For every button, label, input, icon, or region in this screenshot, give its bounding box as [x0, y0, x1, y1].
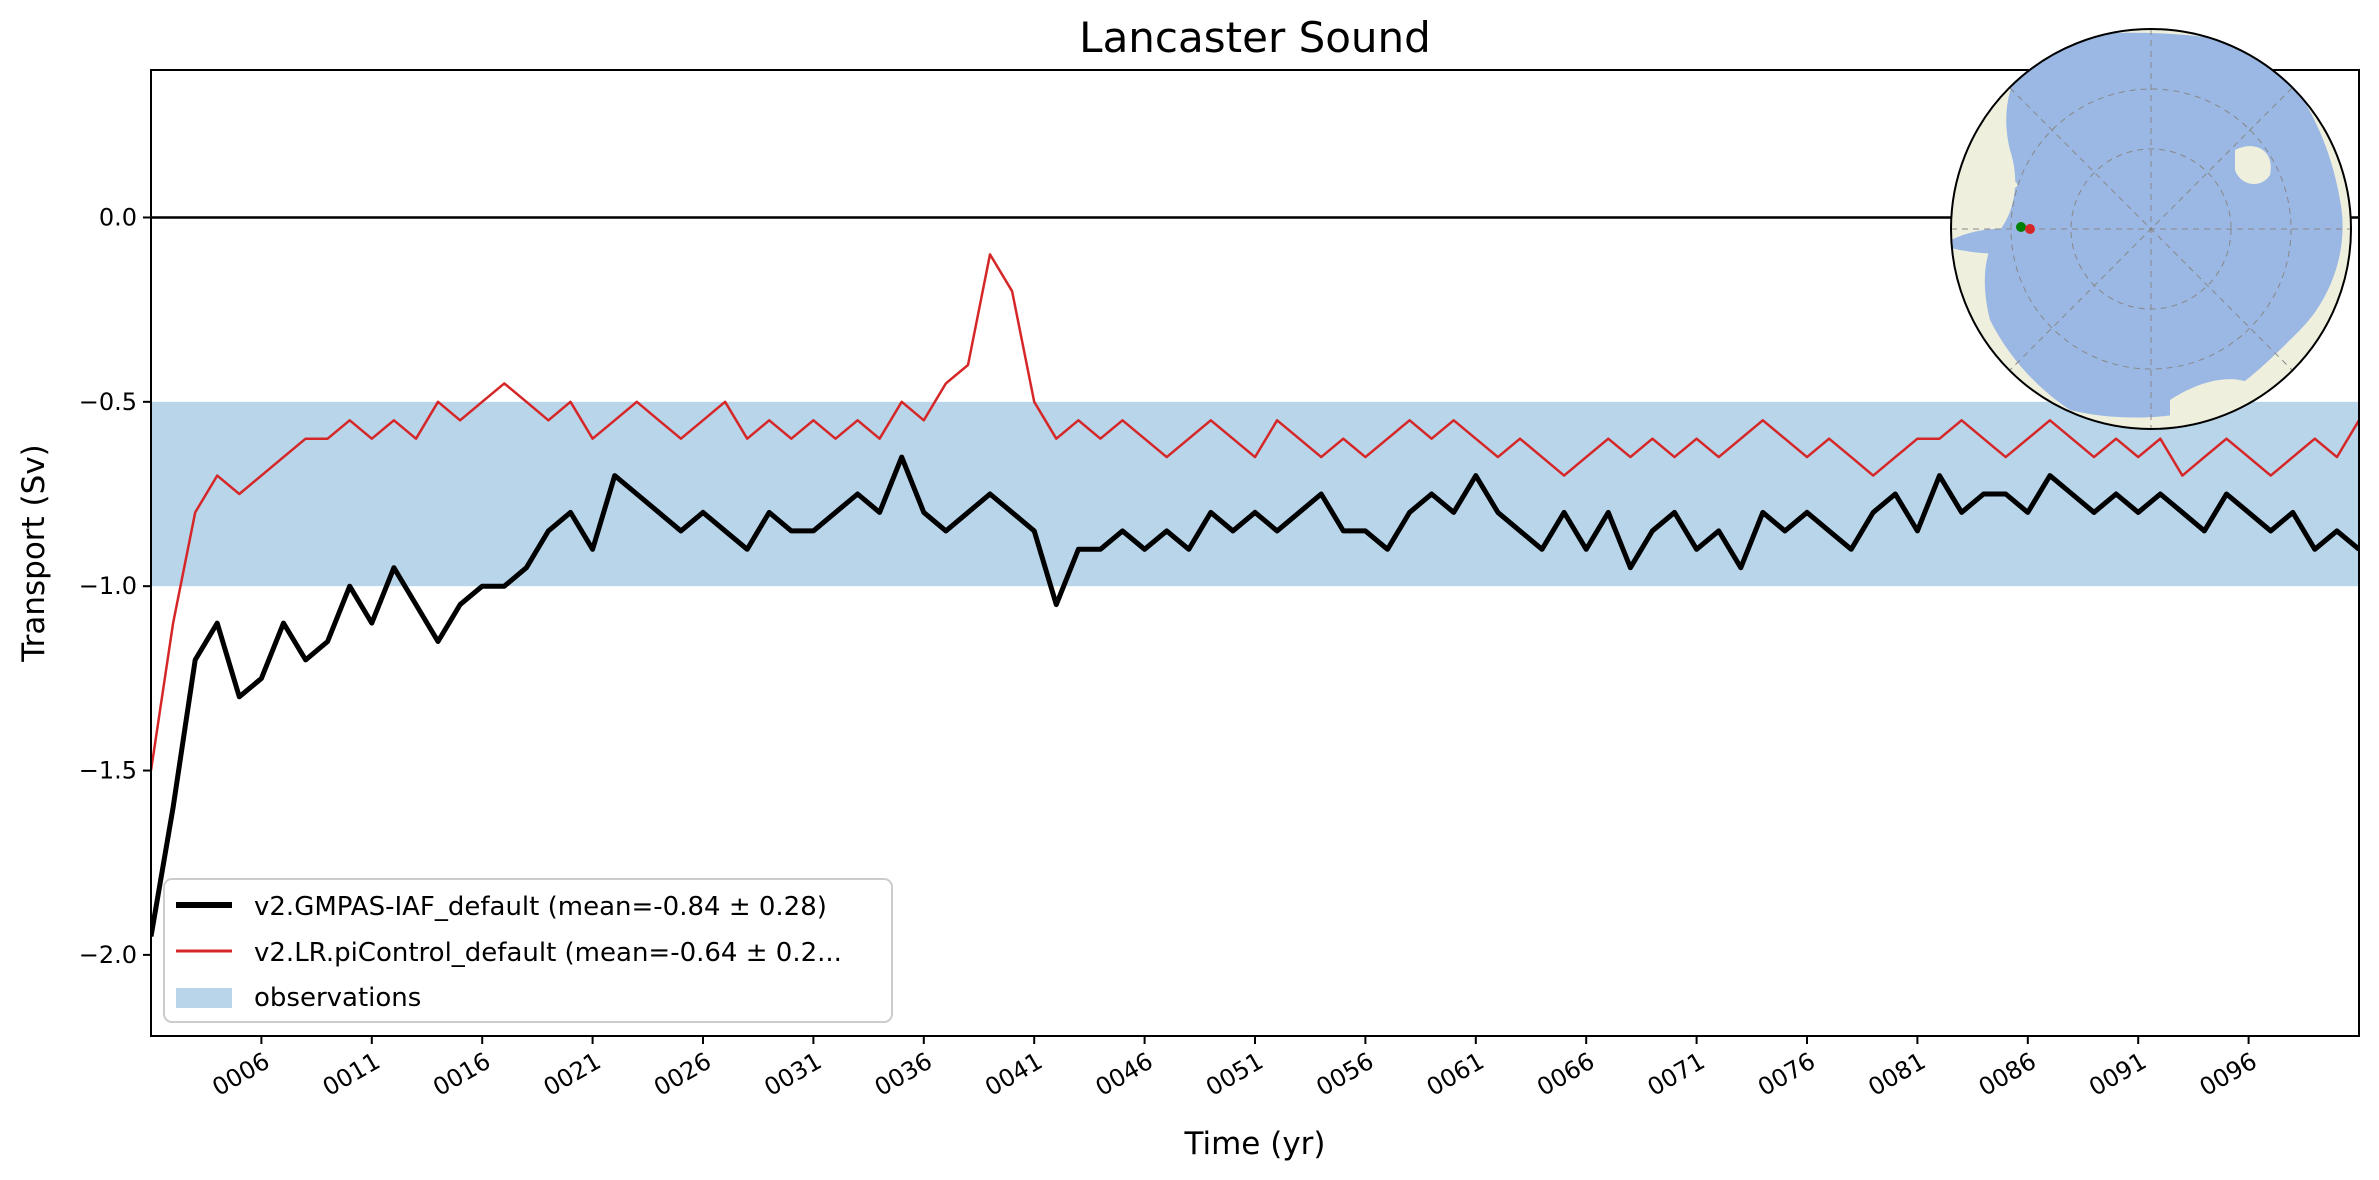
inset-map: [1950, 28, 2352, 430]
legend-entry-series-1: v2.GMPAS-IAF_default (mean=-0.84 ± 0.28): [254, 892, 827, 922]
x-tick-label: 0016: [428, 1047, 495, 1102]
x-tick-label: 0011: [318, 1047, 385, 1102]
y-tick-label: −1.0: [79, 572, 137, 600]
x-tick-label: 0026: [649, 1047, 716, 1102]
series-line-1: [151, 454, 2359, 937]
y-tick-label: 0.0: [99, 203, 137, 231]
y-axis-label: Transport (Sv): [16, 444, 52, 663]
legend-entry-observations: observations: [254, 983, 421, 1013]
x-tick-label: 0066: [1532, 1047, 1599, 1102]
x-axis-label: Time (yr): [1184, 1126, 1326, 1162]
map-marker-end: [2025, 224, 2035, 234]
x-tick-label: 0036: [870, 1047, 937, 1102]
x-tick-label: 0021: [539, 1047, 606, 1102]
legend-frame: [163, 878, 893, 1023]
x-tick-label: 0086: [1974, 1047, 2041, 1102]
x-tick-label: 0006: [208, 1047, 275, 1102]
y-tick-label: −2.0: [79, 941, 137, 969]
x-tick-label: 0081: [1864, 1047, 1931, 1102]
observations-band: [151, 401, 2359, 587]
series-line-2: [151, 253, 2359, 771]
x-tick-label: 0071: [1643, 1047, 1710, 1102]
map-ocean: [1951, 29, 2351, 429]
x-tick-label: 0076: [1753, 1047, 1820, 1102]
y-tick-label: −0.5: [79, 388, 137, 416]
x-tick-label: 0091: [2084, 1047, 2151, 1102]
x-tick-label: 0051: [1201, 1047, 1268, 1102]
chart-title: Lancaster Sound: [1079, 13, 1431, 62]
x-tick-label: 0096: [2195, 1047, 2262, 1102]
map-outline: [1950, 28, 2352, 430]
map-marker-start: [2016, 222, 2026, 232]
y-tick-label: −1.5: [79, 757, 137, 785]
x-tick-label: 0041: [980, 1047, 1047, 1102]
x-tick-label: 0056: [1312, 1047, 1379, 1102]
legend-swatch-observations: [176, 988, 232, 1008]
legend: v2.GMPAS-IAF_default (mean=-0.84 ± 0.28)…: [163, 878, 893, 1023]
legend-entry-series-2: v2.LR.piControl_default (mean=-0.64 ± 0.…: [254, 938, 842, 968]
x-tick-label: 0046: [1091, 1047, 1158, 1102]
x-tick-label: 0061: [1422, 1047, 1489, 1102]
x-tick-label: 0031: [760, 1047, 827, 1102]
